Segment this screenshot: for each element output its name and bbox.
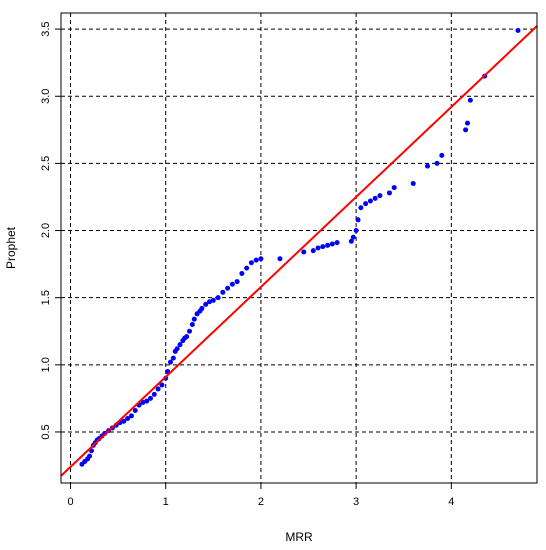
data-point [358, 205, 364, 211]
fit-line [60, 25, 538, 477]
data-point [215, 295, 221, 301]
data-point [425, 163, 431, 169]
data-point [121, 418, 127, 424]
data-point [325, 242, 331, 248]
x-tick-label: 1 [163, 496, 169, 508]
data-point [155, 386, 161, 392]
data-point [144, 398, 150, 404]
y-tick-label: 3.5 [40, 21, 52, 36]
data-point [310, 248, 316, 254]
data-point [348, 238, 354, 244]
data-point [87, 453, 93, 459]
y-tick-label: 3.0 [40, 89, 52, 104]
plot-frame [60, 12, 538, 484]
data-point [132, 407, 138, 413]
data-point [220, 289, 226, 295]
data-point [147, 395, 153, 401]
data-point [386, 190, 392, 196]
data-point [184, 334, 190, 340]
y-tick-label: 2.0 [40, 223, 52, 238]
grid [61, 13, 537, 483]
y-tick-label: 1.5 [40, 290, 52, 305]
data-point [174, 346, 180, 352]
x-tick-label: 4 [448, 496, 454, 508]
data-point [151, 391, 157, 397]
x-axis-ticks: 0 1 2 3 4 [67, 483, 454, 508]
data-point [355, 217, 361, 223]
data-point [320, 244, 326, 250]
data-point [353, 228, 359, 234]
data-point [225, 285, 231, 291]
data-point [329, 241, 335, 247]
data-point [140, 399, 146, 405]
data-point [439, 152, 445, 158]
data-point [207, 299, 213, 305]
y-tick-label: 2.5 [40, 156, 52, 171]
y-tick-label: 0.5 [40, 424, 52, 439]
data-point [515, 27, 521, 33]
data-point [248, 260, 254, 266]
data-point [372, 195, 378, 201]
data-point [277, 256, 283, 262]
y-tick-label: 1.0 [40, 357, 52, 372]
x-tick-label: 3 [353, 496, 359, 508]
y-axis-ticks: 0.5 1.0 1.5 2.0 2.5 3.0 3.5 [40, 21, 61, 440]
data-point [189, 322, 195, 328]
data-point [410, 181, 416, 187]
data-point [203, 301, 209, 307]
data-point [301, 249, 307, 255]
data-point [239, 271, 245, 277]
plot-background [61, 13, 537, 483]
x-axis-label: MRR [285, 530, 313, 544]
data-point [167, 359, 173, 365]
data-point [363, 201, 369, 207]
data-point [377, 193, 383, 199]
y-axis-label: Prophet [4, 226, 18, 269]
data-point [170, 355, 176, 361]
data-point [467, 97, 473, 103]
data-point [125, 416, 131, 422]
data-point [187, 328, 193, 334]
data-point [253, 257, 259, 263]
data-point [434, 160, 440, 166]
data-point [334, 240, 340, 246]
data-point [191, 316, 197, 322]
data-point [234, 279, 240, 285]
data-point [350, 234, 356, 240]
data-point [258, 256, 264, 262]
data-point [177, 342, 183, 348]
data-point [463, 127, 469, 133]
data-point [199, 305, 205, 311]
data-point [229, 281, 235, 287]
x-tick-label: 2 [258, 496, 264, 508]
x-tick-label: 0 [67, 496, 73, 508]
data-point [367, 198, 373, 204]
data-point [159, 382, 165, 388]
data-point [244, 265, 250, 271]
data-point [315, 245, 321, 251]
data-point [465, 120, 471, 126]
data-point [210, 297, 216, 303]
data-point [128, 413, 134, 419]
data-point [391, 185, 397, 191]
